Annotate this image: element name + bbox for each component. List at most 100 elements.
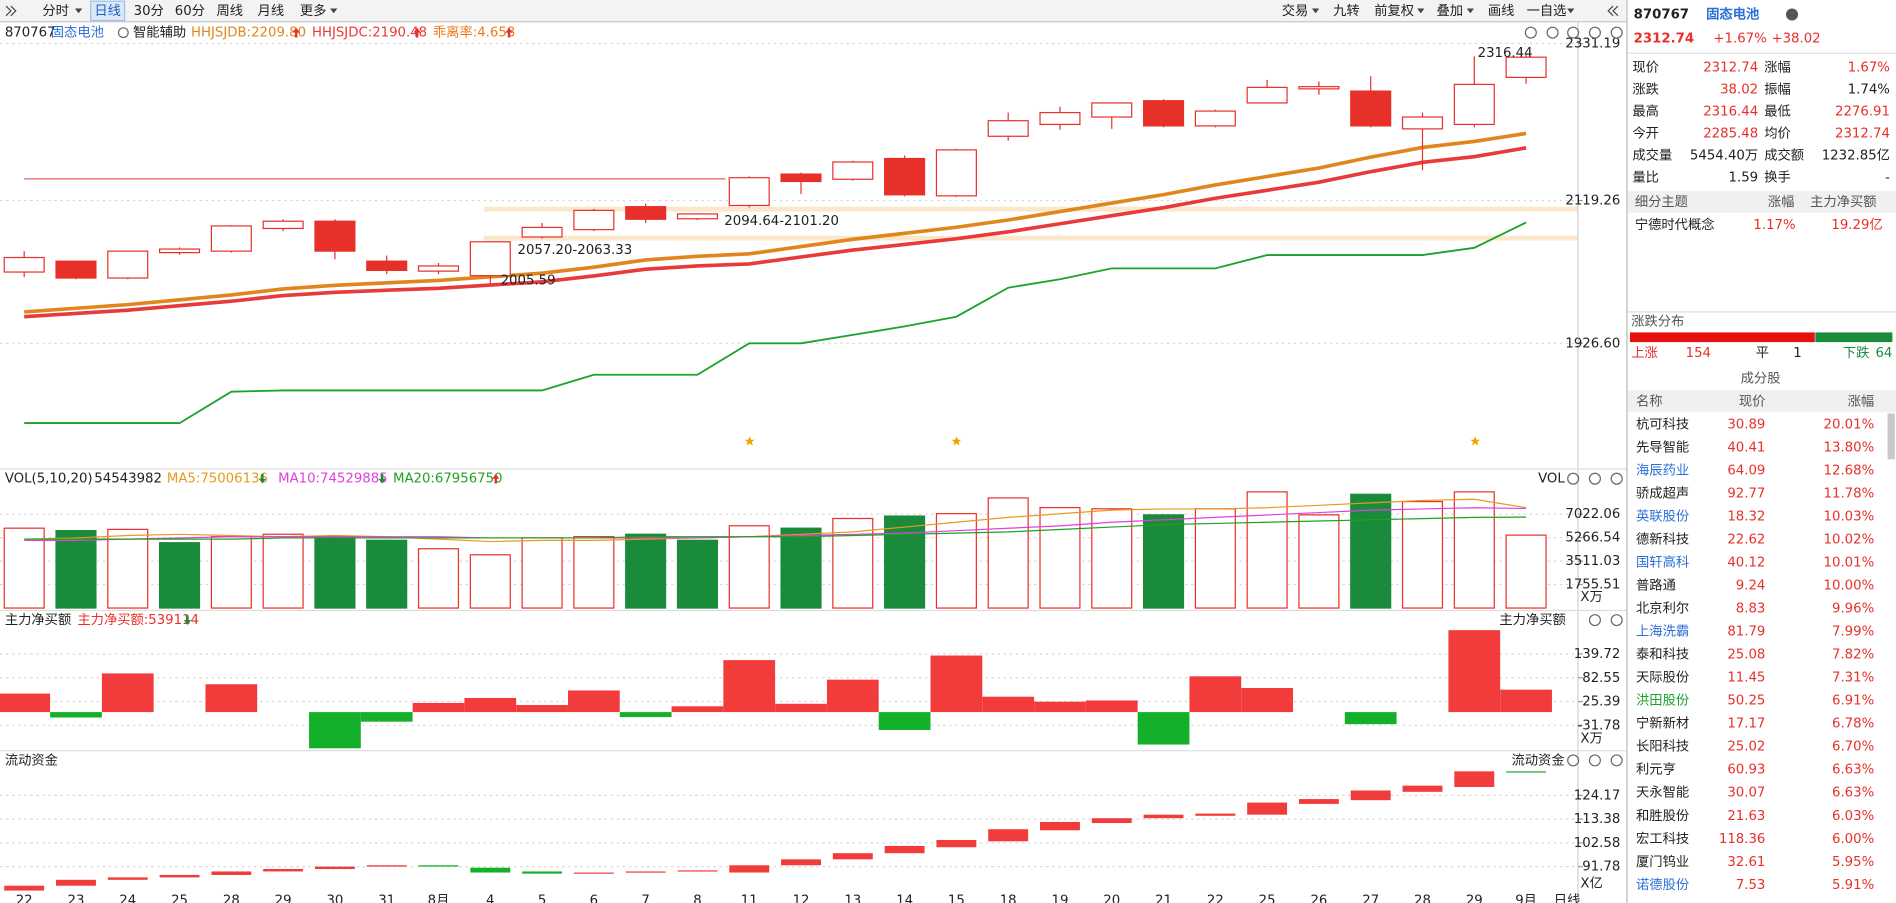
toolbar-tab[interactable]: 日线 xyxy=(94,3,121,19)
toolbar-button[interactable]: 交易 xyxy=(1282,2,1309,19)
flow-bar xyxy=(263,869,304,872)
pane-icon[interactable] xyxy=(1588,26,1601,39)
pane-icon[interactable] xyxy=(1567,26,1580,39)
stock-name[interactable]: 先导智能 xyxy=(1636,439,1689,455)
sector-name[interactable]: 宁德时代概念 xyxy=(1635,216,1715,233)
flow-bar xyxy=(4,885,45,891)
y-tick-label: 5266.54 xyxy=(1565,531,1620,546)
toolbar-tab[interactable]: 月线 xyxy=(258,3,285,19)
stock-name[interactable]: 国轩高科 xyxy=(1636,553,1689,570)
stock-name[interactable]: 北京利尔 xyxy=(1636,601,1689,617)
toolbar-tab[interactable]: 分时 xyxy=(42,3,69,19)
stock-name[interactable]: 洪田股份 xyxy=(1636,693,1689,709)
stock-name[interactable]: 和胜股份 xyxy=(1636,808,1689,824)
y-tick-label: 2331.19 xyxy=(1565,37,1620,52)
x-tick-label: 11 xyxy=(741,894,758,903)
stock-name[interactable]: 海辰药业 xyxy=(1636,462,1689,478)
assist-toggle[interactable] xyxy=(117,27,129,39)
collapse-icon[interactable] xyxy=(1607,5,1619,17)
stock-pct: 10.00% xyxy=(1824,579,1875,594)
stock-pct: 7.99% xyxy=(1832,625,1874,640)
assist-label[interactable]: 智能辅助 xyxy=(133,25,186,41)
flow-bar xyxy=(56,879,96,886)
stock-name[interactable]: 天际股份 xyxy=(1636,670,1689,686)
volume-bar xyxy=(262,533,304,609)
expand-icon[interactable] xyxy=(5,5,17,17)
toolbar-button[interactable]: 前复权 xyxy=(1374,2,1414,19)
zone-band xyxy=(483,206,1578,212)
stock-name[interactable]: 利元亨 xyxy=(1636,761,1676,778)
stock-name[interactable]: 德新科技 xyxy=(1636,531,1689,547)
scrollbar[interactable] xyxy=(1887,413,1895,460)
pane-icon[interactable] xyxy=(1546,26,1559,39)
toolbar-tab[interactable]: 更多 xyxy=(300,2,327,19)
legend-entry: MA10:74529885 xyxy=(278,472,388,487)
x-tick-label: 9月 xyxy=(1515,894,1537,903)
volume-bar xyxy=(1298,514,1340,609)
net-bar xyxy=(1189,676,1242,713)
flow-bar xyxy=(1091,818,1132,824)
net-bar xyxy=(930,655,983,713)
toolbar-button[interactable]: 九转 xyxy=(1333,3,1360,19)
stock-name[interactable]: 厦门钨业 xyxy=(1636,854,1689,870)
pane-icon[interactable] xyxy=(1588,754,1601,767)
stock-name[interactable]: 天永智能 xyxy=(1636,785,1689,801)
toolbar-tab[interactable]: 周线 xyxy=(216,3,243,19)
x-tick-label: 14 xyxy=(896,894,913,903)
pane-icon[interactable] xyxy=(1588,614,1601,627)
pane-icon[interactable] xyxy=(1567,754,1580,767)
stock-pct: 10.01% xyxy=(1824,555,1875,570)
toolbar-button[interactable]: 一自选 xyxy=(1527,3,1567,19)
stock-name[interactable]: 宁新新材 xyxy=(1636,715,1689,732)
stock-price: 11.45 xyxy=(1727,671,1765,686)
flow-bar xyxy=(314,866,355,870)
x-tick-label: 22 xyxy=(1207,894,1224,903)
indicator-line xyxy=(24,131,1527,314)
stock-price: 30.07 xyxy=(1727,786,1765,801)
flow-bar xyxy=(781,859,821,866)
candle-body xyxy=(625,206,667,220)
stock-name[interactable]: 诺德股份 xyxy=(1636,877,1689,893)
stock-name[interactable]: 英联股份 xyxy=(1636,507,1689,524)
toolbar-button[interactable]: 叠加 xyxy=(1437,3,1464,19)
stock-name[interactable]: 长阳科技 xyxy=(1636,739,1689,755)
candle-body xyxy=(1194,110,1236,127)
stat-label: 最高 xyxy=(1632,103,1659,120)
stock-name[interactable]: 杭可科技 xyxy=(1636,416,1689,432)
y-tick-label: 139.72 xyxy=(1574,647,1620,662)
flow-bar xyxy=(625,871,666,873)
stock-price: 18.32 xyxy=(1727,509,1765,524)
toolbar-button[interactable]: 画线 xyxy=(1488,3,1515,19)
pane-icon[interactable] xyxy=(1610,26,1623,39)
candle-body xyxy=(521,226,563,238)
info-icon[interactable] xyxy=(1785,8,1799,21)
pane-icon[interactable] xyxy=(1524,26,1537,39)
toolbar-tab[interactable]: 60分 xyxy=(175,3,205,19)
volume-bar xyxy=(3,527,45,609)
candle-body xyxy=(832,161,874,180)
tab-active-bg[interactable] xyxy=(90,0,126,22)
pane-icon[interactable] xyxy=(1610,614,1623,627)
candle-body xyxy=(780,173,822,183)
net-bar xyxy=(50,712,102,718)
stock-name[interactable]: 上海洗霸 xyxy=(1636,624,1689,640)
pane-icon[interactable] xyxy=(1567,472,1580,485)
stock-name[interactable]: 泰和科技 xyxy=(1636,647,1689,663)
candle-body xyxy=(1039,111,1081,126)
stock-name[interactable]: 宏工科技 xyxy=(1636,831,1689,847)
pane-icon[interactable] xyxy=(1610,472,1623,485)
stat-value: 38.02 xyxy=(1720,83,1758,98)
stock-name[interactable]: 普路通 xyxy=(1636,578,1676,594)
pane-icon[interactable] xyxy=(1610,754,1623,767)
net-bar xyxy=(1137,712,1190,745)
distribution-bar xyxy=(1815,332,1893,343)
toolbar-tab[interactable]: 30分 xyxy=(134,3,164,19)
x-tick-label: 5 xyxy=(538,894,546,903)
stock-price: 92.77 xyxy=(1727,486,1765,501)
pane-label: 流动资金 xyxy=(1511,752,1564,768)
sector-pct: 1.17% xyxy=(1753,218,1795,233)
stock-price: 81.79 xyxy=(1727,625,1765,640)
stock-name[interactable]: 骄成超声 xyxy=(1636,485,1689,501)
volume-bar xyxy=(780,527,822,609)
pane-icon[interactable] xyxy=(1588,472,1601,485)
